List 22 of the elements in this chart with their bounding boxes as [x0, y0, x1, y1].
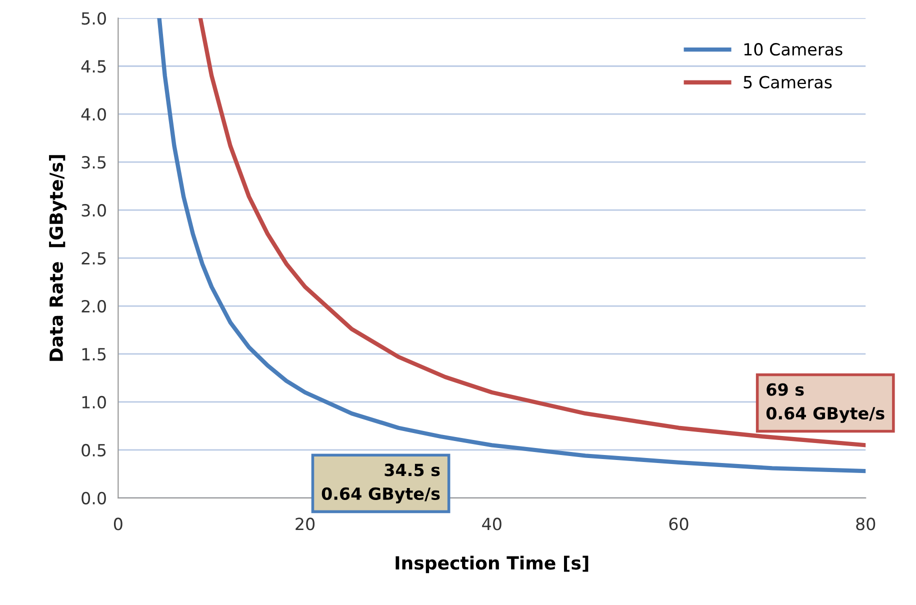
y-tick-label: 2.5 [82, 252, 106, 265]
y-tick-label: 5.0 [82, 12, 106, 25]
y-tick-label: 0.0 [82, 492, 106, 504]
x-tick-label: 40 [482, 518, 502, 530]
legend-label: 5 Cameras [744, 76, 832, 88]
x-tick-label: 20 [296, 518, 315, 530]
y-tick-label: 0.5 [82, 444, 106, 457]
annotation: 69 s 0.64 GByte/s [766, 383, 884, 423]
x-tick-label: 0 [114, 518, 122, 530]
y-tick-label: 1.5 [82, 348, 106, 361]
x-tick-label: 60 [669, 518, 688, 530]
y-tick-label: 4.0 [81, 108, 106, 121]
y-tick-label: 3.0 [82, 204, 106, 217]
annotation: 34.5 s 0.64 GByte/s [322, 464, 440, 504]
y-tick-label: 3.5 [82, 156, 106, 169]
legend-label: 10 Cameras [744, 43, 842, 56]
y-tick-label: 4.5 [81, 60, 106, 73]
x-axis-title: Inspection Time [s] [396, 556, 588, 574]
y-tick-label: 2.0 [82, 300, 106, 313]
x-tick-label: 80 [856, 518, 876, 530]
y-axis-title: Data Rate [GByte/s] [49, 155, 67, 361]
y-tick-label: 1.0 [82, 396, 106, 409]
